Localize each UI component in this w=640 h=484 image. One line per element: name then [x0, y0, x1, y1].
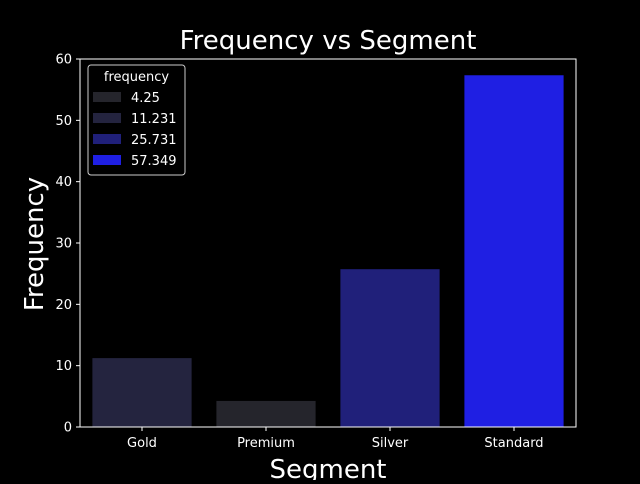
legend: frequency 4.25 11.231 25.731 57.349 — [87, 64, 186, 176]
bars-layer — [92, 75, 564, 428]
bar-standard — [464, 75, 564, 428]
x-tick-label: Premium — [237, 436, 295, 451]
legend-swatch — [93, 155, 121, 165]
bar-premium — [216, 400, 316, 427]
x-tick-label: Gold — [127, 436, 157, 451]
legend-title: frequency — [104, 70, 170, 85]
legend-swatch — [93, 92, 121, 102]
x-tick-label: Silver — [372, 436, 409, 451]
legend-label: 25.731 — [131, 133, 177, 148]
y-tick-label: 30 — [55, 237, 72, 252]
axes-layer: Gold Premium Silver Standard 0 10 20 30 40 50 60 — [55, 53, 577, 451]
x-axis-label: Segment — [270, 455, 387, 480]
y-tick-label: 40 — [55, 175, 72, 190]
y-tick-label: 10 — [55, 359, 72, 374]
legend-label: 57.349 — [131, 154, 177, 169]
y-tick-label: 60 — [55, 53, 72, 68]
plot-frame — [79, 58, 577, 428]
y-tick-label: 50 — [55, 114, 72, 129]
legend-swatch — [93, 113, 121, 123]
bar-silver — [340, 269, 440, 427]
legend-label: 11.231 — [131, 112, 177, 127]
x-tick-label: Standard — [484, 436, 543, 451]
y-tick-label: 0 — [64, 421, 72, 436]
legend-label: 4.25 — [131, 91, 160, 106]
y-tick-label: 20 — [55, 298, 72, 313]
y-axis-label: Frequency — [20, 177, 50, 311]
bar-gold — [92, 358, 192, 427]
chart-title: Frequency vs Segment — [180, 26, 477, 56]
legend-swatch — [93, 134, 121, 144]
